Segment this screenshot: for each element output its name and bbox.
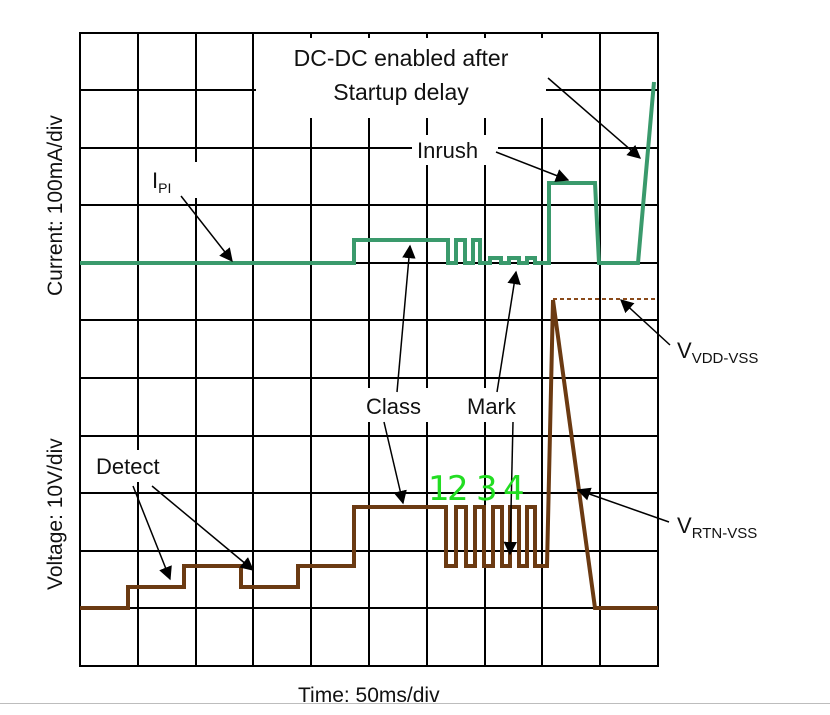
x-axis-label: Time: 50ms/div <box>298 684 440 707</box>
dcdc-arrow <box>547 77 642 159</box>
class-arrow-to-voltage <box>383 421 407 505</box>
mark-arrow-to-voltage <box>503 421 518 556</box>
handwritten-number-4: 4 <box>503 469 525 509</box>
vdd-vss-label-sub: VDD-VSS <box>692 350 759 367</box>
inrush-label: Inrush <box>417 138 478 163</box>
class-label-bg <box>360 388 444 422</box>
mark-label-bg <box>462 388 534 422</box>
mark-label: Mark <box>467 394 517 419</box>
vdd-arrow <box>620 299 671 346</box>
ipi-label: IPI <box>152 168 171 196</box>
inrush-arrow <box>495 151 570 182</box>
vdd-vss-label-main: V <box>677 338 692 363</box>
class-label: Class <box>366 394 421 419</box>
y-axis-label-voltage: Voltage: 10V/div <box>44 438 67 590</box>
detect-label: Detect <box>96 454 160 479</box>
vrtn-vss-label: VRTN-VSS <box>677 513 757 542</box>
mark-arrow-to-current <box>496 270 521 393</box>
vrtn-vss-label-sub: RTN-VSS <box>692 525 758 542</box>
y-axis-label-current: Current: 100mA/div <box>44 115 67 296</box>
dcdc-label-bg <box>256 38 546 118</box>
bottom-rule <box>0 703 830 704</box>
current-trace <box>80 81 656 265</box>
dcdc-label-line2: Startup delay <box>333 79 469 105</box>
dcdc-label-line1: DC-DC enabled after <box>294 45 509 71</box>
vdd-vss-label: VVDD-VSS <box>677 338 758 367</box>
vrtn-arrow <box>576 487 670 523</box>
handwritten-number-1: 1 <box>428 469 450 509</box>
handwritten-number-3: 3 <box>476 469 498 509</box>
handwritten-number-2: 2 <box>447 469 469 509</box>
ipi-label-bg <box>143 162 199 198</box>
voltage-trace <box>80 299 658 610</box>
vrtn-vss-label-main: V <box>677 513 692 538</box>
detect-label-bg <box>92 450 180 482</box>
ipi-label-main: I <box>152 168 158 193</box>
ipi-arrow <box>180 195 233 263</box>
detect-arrow-1 <box>132 485 172 581</box>
detect-arrow-2 <box>151 485 255 571</box>
class-arrow-to-current <box>396 244 416 393</box>
ipi-label-sub: PI <box>158 180 171 196</box>
inrush-label-bg <box>412 135 498 165</box>
